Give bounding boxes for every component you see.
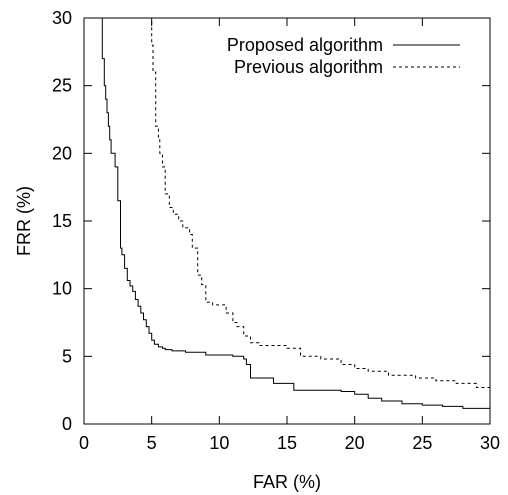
y-tick-label: 20 <box>52 143 72 163</box>
x-tick-label: 20 <box>345 433 365 453</box>
y-axis-label: FRR (%) <box>14 186 34 256</box>
x-tick-label: 0 <box>79 433 89 453</box>
plot-frame <box>83 17 491 425</box>
y-tick-label: 30 <box>52 8 72 28</box>
x-tick-label: 30 <box>480 433 500 453</box>
x-tick-label: 10 <box>209 433 229 453</box>
x-axis-label: FAR (%) <box>253 472 321 492</box>
y-tick-label: 15 <box>52 211 72 231</box>
legend-label: Proposed algorithm <box>227 35 383 55</box>
y-tick-label: 10 <box>52 279 72 299</box>
y-tick-label: 25 <box>52 76 72 96</box>
legend-label: Previous algorithm <box>234 57 383 77</box>
y-tick-label: 0 <box>62 414 72 434</box>
x-tick-label: 15 <box>277 433 297 453</box>
axis-ticks: 0 5 10 15 20 25 30 0 5 10 15 20 25 30 <box>52 8 500 453</box>
x-tick-label: 5 <box>147 433 157 453</box>
previous-algorithm-line <box>149 17 491 391</box>
proposed-algorithm-line <box>100 17 490 409</box>
x-tick-label: 25 <box>412 433 432 453</box>
series-group <box>100 17 491 409</box>
y-tick-label: 5 <box>62 346 72 366</box>
